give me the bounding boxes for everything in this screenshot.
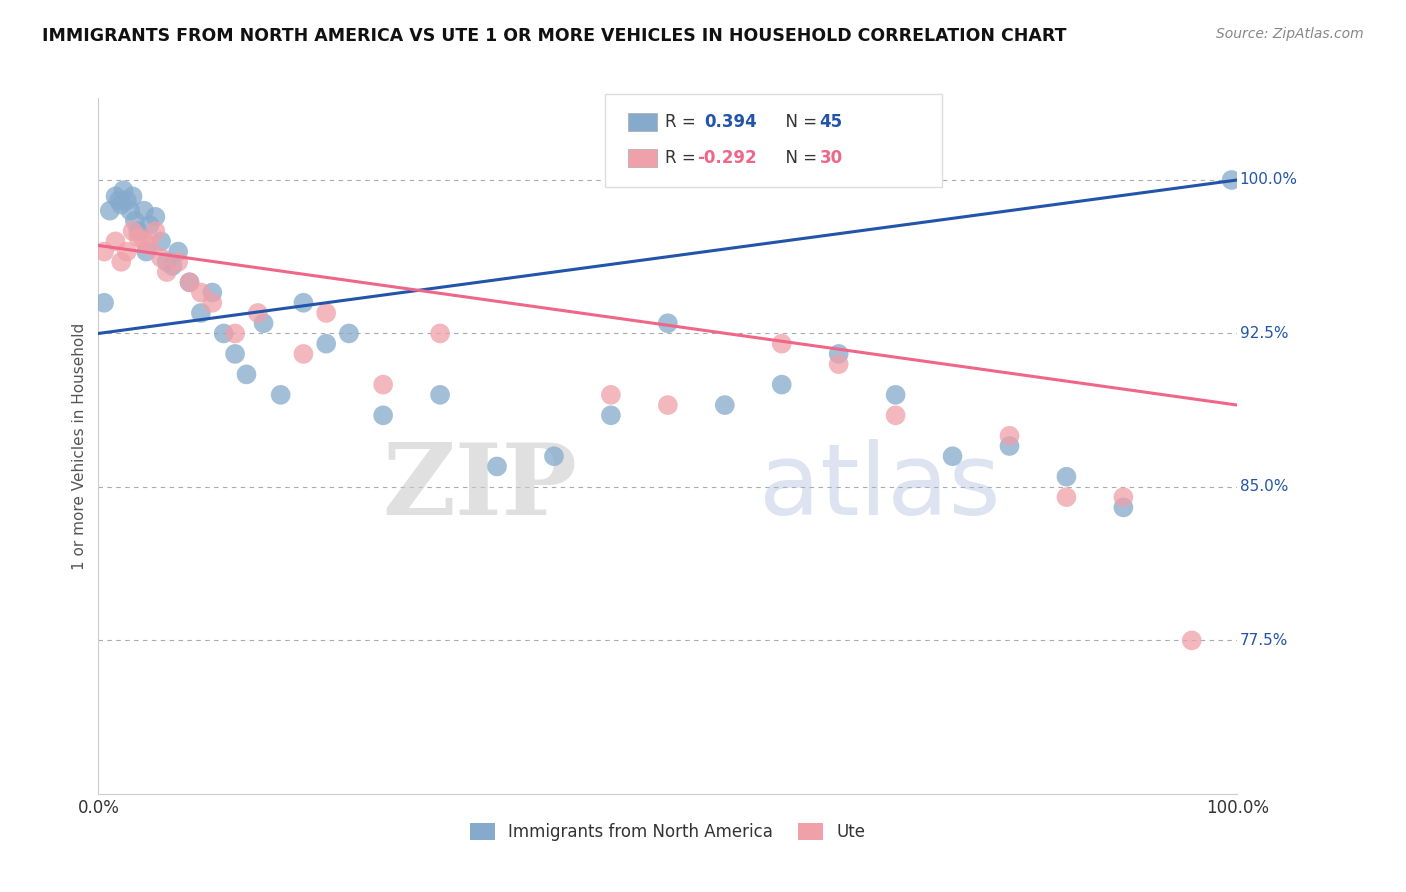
Point: [371, 377, 394, 392]
Text: 45: 45: [820, 113, 842, 131]
Text: R =: R =: [665, 113, 706, 131]
Point: [121, 189, 143, 203]
Point: [235, 368, 257, 382]
Point: [246, 306, 269, 320]
Point: [124, 214, 146, 228]
Point: [112, 183, 135, 197]
Point: [135, 244, 157, 259]
Point: [156, 255, 179, 269]
Point: [998, 439, 1021, 453]
Text: R =: R =: [665, 149, 702, 167]
Text: 85.0%: 85.0%: [1240, 479, 1288, 494]
Point: [201, 295, 224, 310]
Point: [127, 230, 149, 244]
Point: [486, 459, 509, 474]
Point: [543, 449, 565, 463]
Point: [162, 259, 184, 273]
Point: [828, 357, 851, 371]
Point: [315, 336, 337, 351]
Text: -0.292: -0.292: [697, 149, 756, 167]
Point: [942, 449, 965, 463]
Point: [770, 336, 793, 351]
Point: [190, 285, 212, 300]
Point: [1056, 490, 1078, 504]
Point: [657, 316, 679, 330]
Point: [600, 409, 623, 423]
Point: [770, 377, 793, 392]
Legend: Immigrants from North America, Ute: Immigrants from North America, Ute: [464, 817, 872, 848]
Point: [884, 388, 907, 402]
Point: [115, 244, 138, 259]
Text: 100.0%: 100.0%: [1240, 172, 1298, 187]
Point: [156, 265, 179, 279]
Point: [190, 306, 212, 320]
Point: [93, 244, 115, 259]
Point: [1112, 500, 1135, 515]
Point: [600, 388, 623, 402]
Point: [371, 409, 394, 423]
Point: [132, 235, 155, 249]
Point: [252, 316, 274, 330]
Text: 0.394: 0.394: [704, 113, 758, 131]
Point: [1220, 173, 1243, 187]
Point: [884, 409, 907, 423]
Point: [145, 224, 167, 238]
Point: [315, 306, 337, 320]
Point: [132, 203, 155, 218]
Point: [429, 388, 451, 402]
Point: [110, 255, 132, 269]
Point: [828, 347, 851, 361]
Point: [121, 224, 143, 238]
Point: [108, 194, 131, 208]
Point: [1056, 469, 1078, 483]
Text: Source: ZipAtlas.com: Source: ZipAtlas.com: [1216, 27, 1364, 41]
Point: [1181, 633, 1204, 648]
Point: [145, 210, 167, 224]
Point: [167, 244, 190, 259]
Point: [138, 238, 160, 252]
Point: [115, 194, 138, 208]
Text: 30: 30: [820, 149, 842, 167]
Point: [270, 388, 292, 402]
Point: [98, 203, 121, 218]
Text: IMMIGRANTS FROM NORTH AMERICA VS UTE 1 OR MORE VEHICLES IN HOUSEHOLD CORRELATION: IMMIGRANTS FROM NORTH AMERICA VS UTE 1 O…: [42, 27, 1067, 45]
Y-axis label: 1 or more Vehicles in Household: 1 or more Vehicles in Household: [72, 322, 87, 570]
Point: [337, 326, 360, 341]
Point: [110, 197, 132, 211]
Point: [292, 347, 315, 361]
Point: [292, 295, 315, 310]
Point: [150, 251, 173, 265]
Point: [1112, 490, 1135, 504]
Point: [150, 235, 173, 249]
Point: [657, 398, 679, 412]
Point: [93, 295, 115, 310]
Text: atlas: atlas: [759, 439, 1001, 536]
Point: [714, 398, 737, 412]
Point: [224, 326, 246, 341]
Point: [104, 189, 127, 203]
Text: 92.5%: 92.5%: [1240, 326, 1288, 341]
Point: [179, 275, 201, 289]
Point: [127, 224, 149, 238]
Text: 77.5%: 77.5%: [1240, 633, 1288, 648]
Point: [179, 275, 201, 289]
Point: [212, 326, 235, 341]
Point: [138, 218, 160, 232]
Point: [224, 347, 246, 361]
Point: [120, 203, 142, 218]
Text: N =: N =: [775, 149, 823, 167]
Point: [201, 285, 224, 300]
Point: [429, 326, 451, 341]
Point: [998, 429, 1021, 443]
Text: ZIP: ZIP: [382, 439, 576, 536]
Point: [167, 255, 190, 269]
Point: [104, 235, 127, 249]
Text: N =: N =: [775, 113, 823, 131]
